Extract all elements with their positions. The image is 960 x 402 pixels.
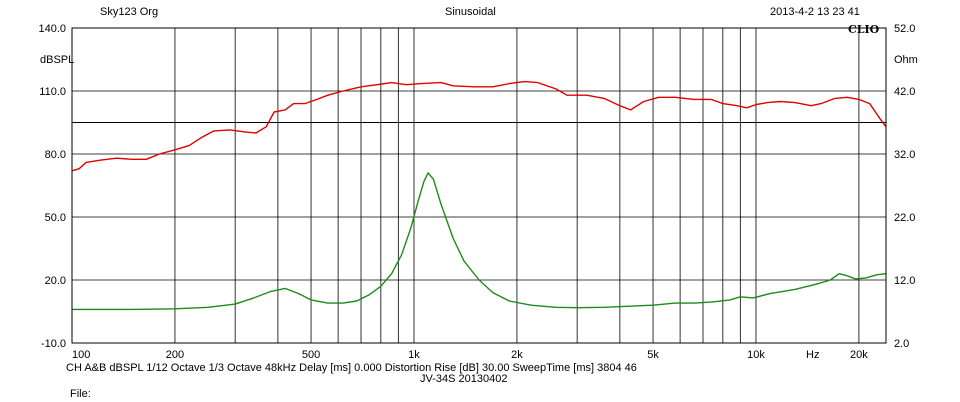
chart-series-group <box>71 80 887 311</box>
x-tick-label: 500 <box>302 349 320 361</box>
chart-grid <box>72 28 886 343</box>
y-left-tick-label: 50.0 <box>45 212 66 224</box>
brand-logo-text: CLIO <box>848 23 880 36</box>
footer-file-label: File: <box>70 388 91 400</box>
spl-response-line <box>71 80 887 172</box>
left-axis-ticks: 140.0 110.0 80.0 50.0 20.0 -10.0 <box>38 23 66 350</box>
x-tick-label: 2k <box>511 349 523 361</box>
y-left-tick-label: 140.0 <box>38 23 66 35</box>
footer-settings-line: CH A&B dBSPL 1/12 Octave 1/3 Octave 48kH… <box>66 362 637 374</box>
y-left-tick-label: -10.0 <box>41 338 66 350</box>
y-right-tick-label: 12.0 <box>894 275 915 287</box>
right-axis-ticks: 52.0 42.0 32.0 22.0 12.0 2.0 <box>894 23 915 350</box>
y-right-tick-label: 42.0 <box>894 86 915 98</box>
x-axis-ticks: 100 200 500 1k 2k 5k 10k 20k <box>72 349 868 361</box>
x-tick-label: 200 <box>166 349 184 361</box>
y-right-tick-label: 2.0 <box>894 338 909 350</box>
impedance-line <box>72 172 887 311</box>
y-right-tick-label: 22.0 <box>894 212 915 224</box>
plot-frame <box>71 27 887 344</box>
right-axis-label: Ohm <box>894 54 918 66</box>
left-axis-label: dBSPL <box>40 54 74 66</box>
x-tick-label: 1k <box>408 349 420 361</box>
x-axis-unit-label: Hz <box>806 349 819 361</box>
y-right-tick-label: 32.0 <box>894 149 915 161</box>
y-left-tick-label: 80.0 <box>45 149 66 161</box>
x-tick-label: 5k <box>647 349 659 361</box>
y-right-tick-label: 52.0 <box>894 23 915 35</box>
y-left-tick-label: 110.0 <box>39 86 66 98</box>
y-left-tick-label: 20.0 <box>45 275 66 287</box>
x-tick-label: 20k <box>850 349 868 361</box>
header-left-org: Sky123 Org <box>100 6 159 18</box>
header-center-title: Sinusoidal <box>445 6 496 18</box>
header-right-timestamp: 2013-4-2 13 23 41 <box>770 6 860 18</box>
footer-project-name: JV-34S 20130402 <box>420 373 508 385</box>
x-tick-label: 10k <box>747 349 765 361</box>
x-tick-label: 100 <box>72 349 90 361</box>
